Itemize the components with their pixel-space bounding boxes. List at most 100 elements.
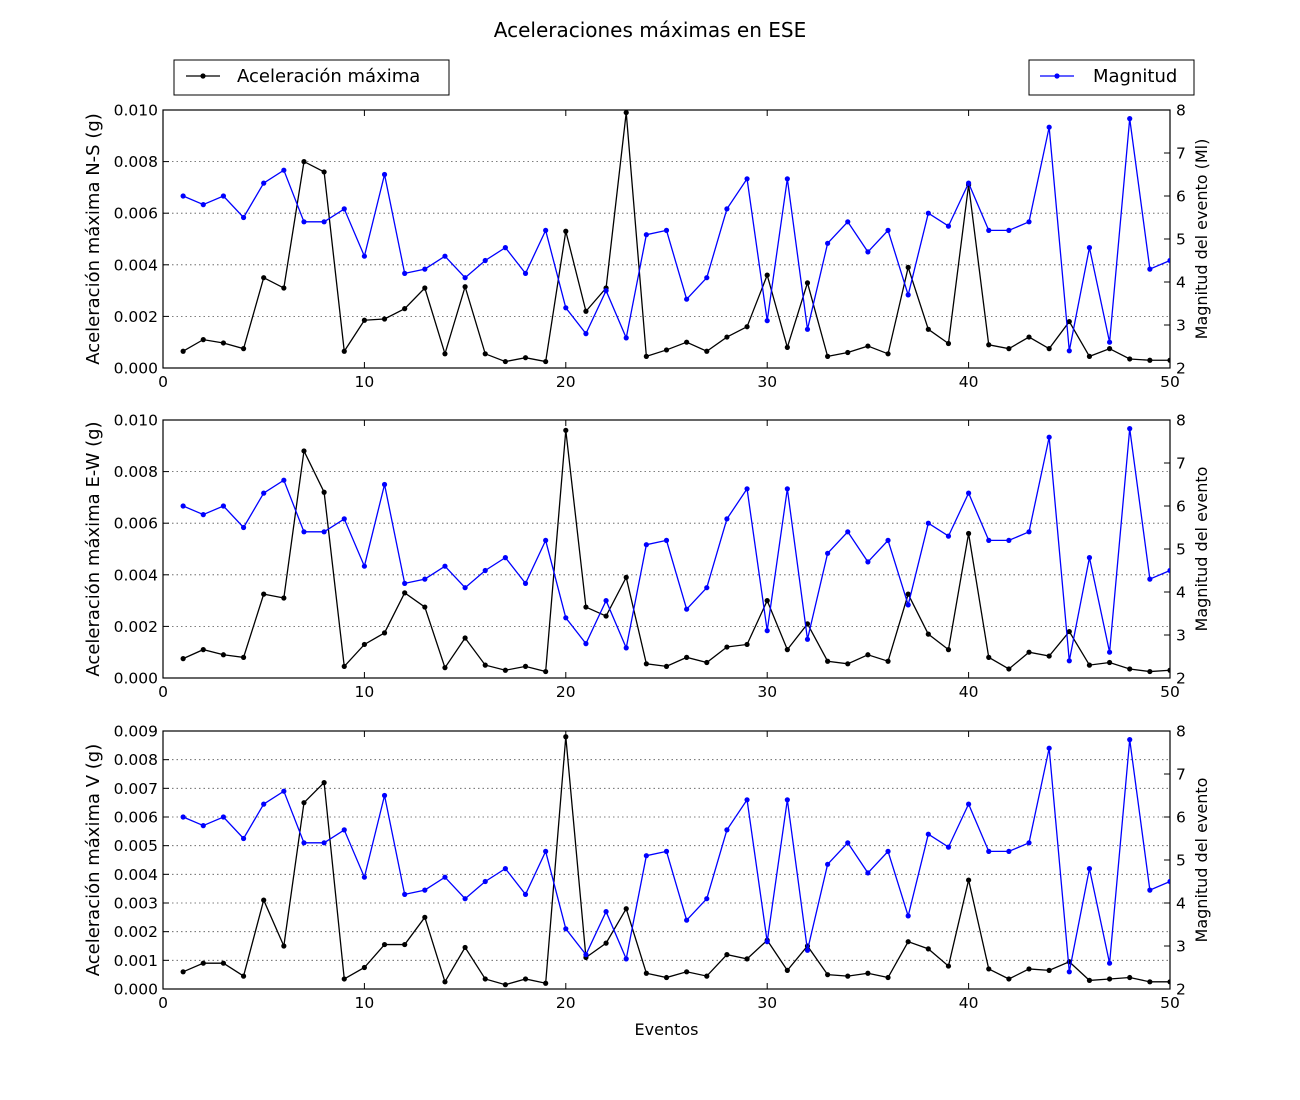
acceleration-point xyxy=(704,973,710,979)
acceleration-line xyxy=(182,112,1170,363)
y2-tick-label: 3 xyxy=(1176,938,1186,956)
magnitude-point xyxy=(845,219,851,225)
magnitude-point xyxy=(1026,219,1032,225)
y2-tick-label: 4 xyxy=(1176,584,1186,602)
plot-frame xyxy=(162,730,1171,990)
magnitude-point xyxy=(502,245,508,251)
magnitude-point xyxy=(482,878,488,885)
magnitude-point xyxy=(341,516,347,522)
magnitude-point xyxy=(1086,866,1093,872)
magnitude-point xyxy=(180,193,186,199)
acceleration-point xyxy=(1127,974,1133,981)
legend-right: Magnitud xyxy=(1028,59,1195,96)
acceleration-point xyxy=(341,976,347,982)
acceleration-point xyxy=(381,316,388,322)
acceleration-point xyxy=(200,647,206,653)
panel-3: 0 10 20 30 40 50 0.000 0.001 0.002 0.003 0.004 0.00… xyxy=(83,723,1211,1040)
acceleration-point xyxy=(220,340,227,346)
magnitude-point xyxy=(261,180,267,186)
legend-right-label: Magnitud xyxy=(1093,66,1177,87)
acceleration-point xyxy=(1006,976,1012,982)
magnitude-point xyxy=(200,823,206,829)
acceleration-point xyxy=(422,285,428,291)
acceleration-point xyxy=(1106,659,1113,666)
acceleration-series xyxy=(180,427,1170,675)
acceleration-point xyxy=(764,272,770,278)
acceleration-line xyxy=(182,736,1170,986)
x-tick-label: 30 xyxy=(757,994,777,1012)
magnitude-point xyxy=(603,909,609,915)
acceleration-point xyxy=(1006,666,1012,672)
acceleration-point xyxy=(502,358,508,365)
acceleration-point xyxy=(1026,649,1032,655)
magnitude-point xyxy=(724,516,730,522)
magnitude-point xyxy=(784,176,790,182)
magnitude-point xyxy=(402,270,408,276)
y-tick-label: 0.002 xyxy=(114,618,158,636)
magnitude-point xyxy=(361,563,367,569)
acceleration-point xyxy=(966,530,972,537)
y-tick-label: 0.003 xyxy=(114,895,158,913)
magnitude-point xyxy=(1066,969,1072,975)
y-tick-label: 0.005 xyxy=(114,837,158,855)
acceleration-point xyxy=(986,342,992,348)
magnitude-point xyxy=(784,797,790,803)
magnitude-point xyxy=(240,214,247,221)
acceleration-point xyxy=(643,661,649,667)
y-tick-label: 0.008 xyxy=(114,751,158,769)
magnitude-point xyxy=(281,788,287,794)
magnitude-point xyxy=(522,891,529,898)
y2-tick-label: 8 xyxy=(1176,102,1186,120)
acceleration-point xyxy=(1046,967,1052,973)
magnitude-point xyxy=(744,176,750,182)
acceleration-line xyxy=(182,430,1170,673)
y-tick-label: 0.008 xyxy=(114,153,158,171)
acceleration-point xyxy=(724,952,730,958)
acceleration-point xyxy=(462,284,468,290)
magnitude-point xyxy=(301,840,307,846)
acceleration-point xyxy=(784,647,790,653)
x-tick-label: 40 xyxy=(959,373,979,391)
magnitude-point xyxy=(704,275,710,281)
acceleration-point xyxy=(684,339,690,345)
acceleration-point xyxy=(663,347,670,353)
y-tick-label: 0.008 xyxy=(114,463,158,481)
y2-tick-label: 5 xyxy=(1176,541,1186,559)
magnitude-point xyxy=(784,486,790,492)
magnitude-point xyxy=(462,896,468,902)
acceleration-point xyxy=(543,668,549,675)
magnitude-point xyxy=(825,550,831,556)
magnitude-point xyxy=(301,529,307,535)
y-tick-label: 0.006 xyxy=(114,809,158,827)
magnitude-point xyxy=(885,537,891,544)
magnitude-point xyxy=(945,533,952,539)
magnitude-point xyxy=(986,848,992,855)
acceleration-point xyxy=(261,591,267,597)
magnitude-point xyxy=(240,524,247,531)
acceleration-point xyxy=(865,970,871,976)
magnitude-point xyxy=(482,257,488,264)
y-tick-label: 0.002 xyxy=(114,308,158,326)
magnitude-point xyxy=(583,952,589,958)
acceleration-point xyxy=(663,974,670,981)
magnitude-point xyxy=(1127,426,1133,432)
acceleration-point xyxy=(925,631,931,637)
magnitude-point xyxy=(1026,840,1032,846)
magnitude-point xyxy=(200,511,206,518)
y2-tick-label: 2 xyxy=(1176,670,1186,688)
magnitude-point xyxy=(563,305,569,311)
acceleration-point xyxy=(1106,346,1113,352)
y-tick-label: 0.001 xyxy=(114,952,158,970)
magnitude-series xyxy=(180,116,1170,354)
x-tick-label: 20 xyxy=(556,683,576,701)
y-tick-label: 0.004 xyxy=(114,566,158,584)
acceleration-point xyxy=(643,970,649,976)
acceleration-point xyxy=(764,598,770,604)
magnitude-point xyxy=(724,206,730,212)
acceleration-point xyxy=(825,658,831,664)
acceleration-point xyxy=(563,228,569,234)
magnitude-point xyxy=(885,227,891,233)
magnitude-point xyxy=(402,580,408,587)
x-tick-label: 0 xyxy=(158,373,168,391)
y2-axis-label: Magnitud del evento (Ml) xyxy=(1192,139,1211,340)
